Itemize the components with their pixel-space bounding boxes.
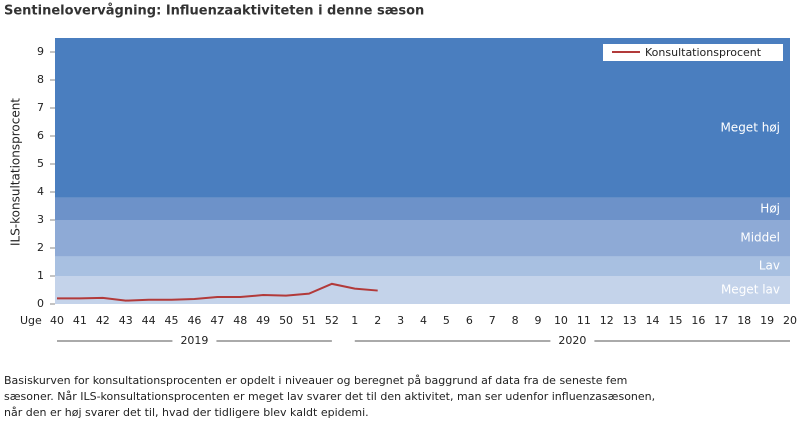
band <box>55 220 790 257</box>
x-tick-label: 49 <box>256 314 270 327</box>
x-tick-label: 8 <box>512 314 519 327</box>
x-tick-label: 7 <box>489 314 496 327</box>
band <box>55 197 790 220</box>
chart-title: Sentinelovervågning: Influenzaaktivitete… <box>4 4 424 19</box>
x-tick-label: 12 <box>600 314 614 327</box>
x-tick-label: 14 <box>646 314 660 327</box>
x-tick-label: 10 <box>554 314 568 327</box>
y-tick-label: 6 <box>37 129 44 142</box>
x-tick-label: 11 <box>577 314 591 327</box>
x-tick-label: 43 <box>119 314 133 327</box>
x-tick-label: 50 <box>279 314 293 327</box>
legend-label: Konsultationsprocent <box>645 46 762 59</box>
x-tick-label: 41 <box>73 314 87 327</box>
y-tick-label: 9 <box>37 45 44 58</box>
x-tick-label: 44 <box>142 314 156 327</box>
year-label: 2019 <box>180 334 208 347</box>
x-tick-label: 51 <box>302 314 316 327</box>
x-tick-label: 18 <box>737 314 751 327</box>
note: når den er høj svarer det til, hvad der … <box>4 406 369 419</box>
y-tick-label: 1 <box>37 269 44 282</box>
y-tick-label: 5 <box>37 157 44 170</box>
x-tick-label: 6 <box>466 314 473 327</box>
x-tick-label: 45 <box>165 314 179 327</box>
series-line <box>57 282 378 302</box>
x-tick-label: 17 <box>714 314 728 327</box>
x-tick-label: 13 <box>623 314 637 327</box>
x-tick-label: 3 <box>397 314 404 327</box>
y-tick-label: 8 <box>37 73 44 86</box>
band-label: Middel <box>740 231 780 245</box>
legend-box <box>603 44 783 61</box>
x-tick-label: 16 <box>691 314 705 327</box>
x-tick-label: 48 <box>233 314 247 327</box>
year-label: 2020 <box>558 334 586 347</box>
band-label: Meget høj <box>720 120 780 134</box>
y-tick-label: 3 <box>37 213 44 226</box>
x-tick-label: 47 <box>210 314 224 327</box>
x-tick-label: 20 <box>783 314 797 327</box>
y-tick-label: 2 <box>37 241 44 254</box>
x-tick-label: 46 <box>187 314 201 327</box>
band-label: Meget lav <box>721 283 780 297</box>
x-tick-label: 2 <box>374 314 381 327</box>
x-axis-label: Uge <box>20 314 42 327</box>
note: Basiskurven for konsultationsprocenten e… <box>4 374 627 387</box>
y-tick-label: 4 <box>37 185 44 198</box>
band <box>55 38 790 198</box>
x-tick-label: 19 <box>760 314 774 327</box>
x-tick-label: 4 <box>420 314 427 327</box>
x-tick-label: 52 <box>325 314 339 327</box>
band <box>55 256 790 276</box>
band-label: Høj <box>760 201 780 215</box>
band-label: Lav <box>759 259 780 273</box>
x-tick-label: 15 <box>668 314 682 327</box>
y-tick-label: 0 <box>37 297 44 310</box>
x-tick-label: 42 <box>96 314 110 327</box>
y-tick-label: 7 <box>37 101 44 114</box>
x-tick-label: 1 <box>351 314 358 327</box>
y-axis-label: ILS-konsultationsprocent <box>9 98 23 246</box>
x-tick-label: 40 <box>50 314 64 327</box>
x-tick-label: 5 <box>443 314 450 327</box>
x-tick-label: 9 <box>535 314 542 327</box>
note: sæsoner. Når ILS-konsultationsprocenten … <box>4 390 655 403</box>
